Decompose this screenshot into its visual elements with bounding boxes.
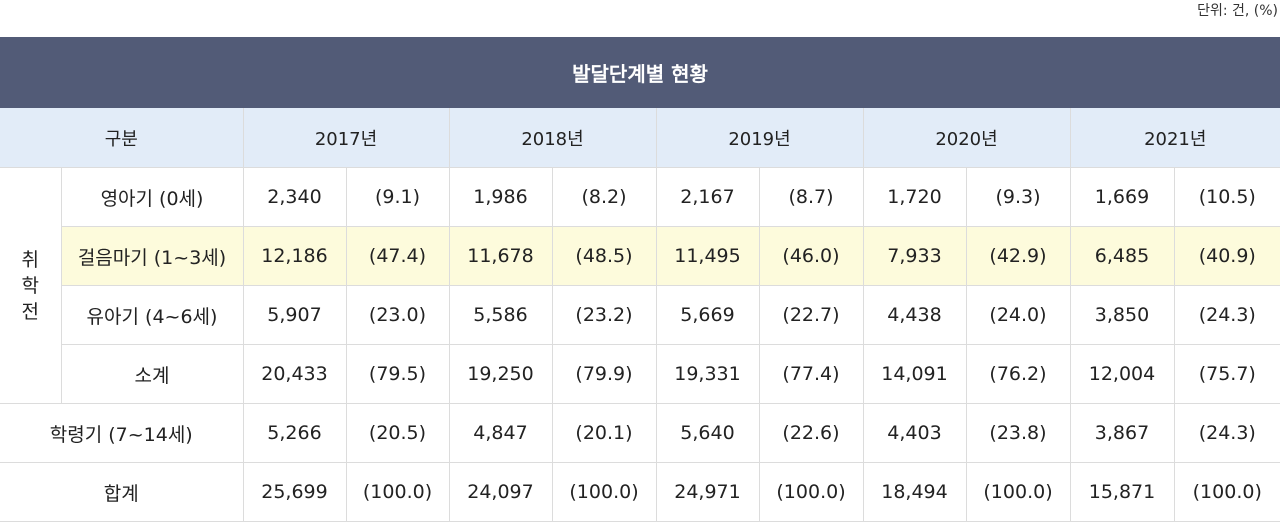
header-category: 구분 bbox=[0, 107, 244, 168]
count-cell: 11,495 bbox=[655, 226, 760, 286]
count-cell: 5,640 bbox=[655, 403, 760, 463]
percent-cell: (100.0) bbox=[758, 462, 864, 522]
percent-cell: (46.0) bbox=[758, 226, 864, 286]
header-row: 구분 2017년 2018년 2019년 2020년 2021년 bbox=[0, 107, 1280, 168]
count-cell: 1,669 bbox=[1069, 167, 1175, 227]
count-cell: 1,720 bbox=[862, 167, 967, 227]
count-cell: 18,494 bbox=[862, 462, 967, 522]
unit-note: 단위: 건, (%) bbox=[1197, 3, 1278, 19]
count-cell: 7,933 bbox=[862, 226, 967, 286]
count-cell: 19,250 bbox=[448, 344, 553, 404]
count-cell: 5,266 bbox=[242, 403, 347, 463]
count-cell: 15,871 bbox=[1069, 462, 1175, 522]
group-label-char: 취 bbox=[21, 248, 39, 271]
percent-cell: (22.7) bbox=[758, 285, 864, 345]
percent-cell: (100.0) bbox=[1173, 462, 1280, 522]
development-stage-table: 발달단계별 현황 구분 2017년 2018년 2019년 2020년 2021… bbox=[0, 37, 1280, 522]
percent-cell: (8.7) bbox=[758, 167, 864, 227]
table-row: 취 학 전 영아기 (0세) 2,340 (9.1) 1,986 (8.2) 2,167(… bbox=[0, 167, 1280, 404]
percent-cell: (100.0) bbox=[345, 462, 450, 522]
percent-cell: (22.6) bbox=[758, 403, 864, 463]
count-cell: 24,097 bbox=[448, 462, 553, 522]
count-cell: 19,331 bbox=[655, 344, 760, 404]
table-row: 걸음마기 (1~3세) 12,186 (47.4) 11,678 (48.5) 11,49… bbox=[0, 226, 1280, 286]
table-row: 소계 20,433 (79.5) 19,250 (79.9) 19,331 (77.4) 14… bbox=[0, 344, 1280, 404]
percent-cell: (23.8) bbox=[965, 403, 1071, 463]
header-year: 2017년 bbox=[242, 107, 450, 168]
header-year: 2018년 bbox=[448, 107, 657, 168]
table-row: 학령기 (7~14세) 5,266 (20.5) 4,847 (20.1) 5,640 (2… bbox=[0, 403, 1280, 463]
percent-cell: (20.1) bbox=[551, 403, 657, 463]
count-cell: 25,699 bbox=[242, 462, 347, 522]
table-row: 유아기 (4~6세) 5,907 (23.0) 5,586 (23.2) 5,669 (22… bbox=[0, 285, 1280, 345]
count-cell: 3,867 bbox=[1069, 403, 1175, 463]
header-year: 2021년 bbox=[1069, 107, 1280, 168]
count-cell: 4,847 bbox=[448, 403, 553, 463]
group-label-char: 전 bbox=[21, 300, 39, 323]
table-title: 발달단계별 현황 bbox=[0, 37, 1280, 108]
percent-cell: (48.5) bbox=[551, 226, 657, 286]
percent-cell: (77.4) bbox=[758, 344, 864, 404]
count-cell: 1,986 bbox=[448, 167, 553, 227]
row-label: 유아기 (4~6세) bbox=[61, 285, 244, 345]
group-label-preschool: 취 학 전 bbox=[0, 167, 62, 404]
percent-cell: (75.7) bbox=[1173, 344, 1280, 404]
percent-cell: (24.0) bbox=[965, 285, 1071, 345]
row-label: 걸음마기 (1~3세) bbox=[61, 226, 244, 286]
percent-cell: (20.5) bbox=[345, 403, 450, 463]
count-cell: 12,004 bbox=[1069, 344, 1175, 404]
row-label: 소계 bbox=[61, 344, 244, 404]
count-cell: 20,433 bbox=[242, 344, 347, 404]
percent-cell: (8.2) bbox=[551, 167, 657, 227]
row-label: 학령기 (7~14세) bbox=[0, 403, 244, 463]
count-cell: 2,340 bbox=[242, 167, 347, 227]
percent-cell: (76.2) bbox=[965, 344, 1071, 404]
count-cell: 24,971 bbox=[655, 462, 760, 522]
percent-cell: (100.0) bbox=[965, 462, 1071, 522]
group-label-char: 학 bbox=[21, 274, 39, 297]
percent-cell: (23.2) bbox=[551, 285, 657, 345]
count-cell: 2,167 bbox=[655, 167, 760, 227]
row-label: 합계 bbox=[0, 462, 244, 522]
count-cell: 5,669 bbox=[655, 285, 760, 345]
count-cell: 5,907 bbox=[242, 285, 347, 345]
header-year: 2020년 bbox=[862, 107, 1071, 168]
row-label: 영아기 (0세) bbox=[60, 167, 244, 227]
table-row: 합계 25,699 (100.0) 24,097 (100.0) 24,971 (100.0… bbox=[0, 462, 1280, 522]
percent-cell: (79.5) bbox=[345, 344, 450, 404]
percent-cell: (23.0) bbox=[345, 285, 450, 345]
percent-cell: (9.3) bbox=[965, 167, 1071, 227]
count-cell: 5,586 bbox=[448, 285, 553, 345]
percent-cell: (40.9) bbox=[1173, 226, 1280, 286]
count-cell: 6,485 bbox=[1069, 226, 1175, 286]
count-cell: 4,438 bbox=[862, 285, 967, 345]
percent-cell: (42.9) bbox=[965, 226, 1071, 286]
percent-cell: (79.9) bbox=[551, 344, 657, 404]
count-cell: 11,678 bbox=[448, 226, 553, 286]
count-cell: 12,186 bbox=[242, 226, 347, 286]
percent-cell: (24.3) bbox=[1173, 285, 1280, 345]
percent-cell: (24.3) bbox=[1173, 403, 1280, 463]
percent-cell: (10.5) bbox=[1173, 167, 1280, 227]
header-year: 2019년 bbox=[655, 107, 864, 168]
percent-cell: (47.4) bbox=[345, 226, 450, 286]
title-row: 발달단계별 현황 bbox=[0, 37, 1280, 108]
percent-cell: (100.0) bbox=[551, 462, 657, 522]
count-cell: 3,850 bbox=[1069, 285, 1175, 345]
count-cell: 4,403 bbox=[862, 403, 967, 463]
count-cell: 14,091 bbox=[862, 344, 967, 404]
percent-cell: (9.1) bbox=[345, 167, 450, 227]
